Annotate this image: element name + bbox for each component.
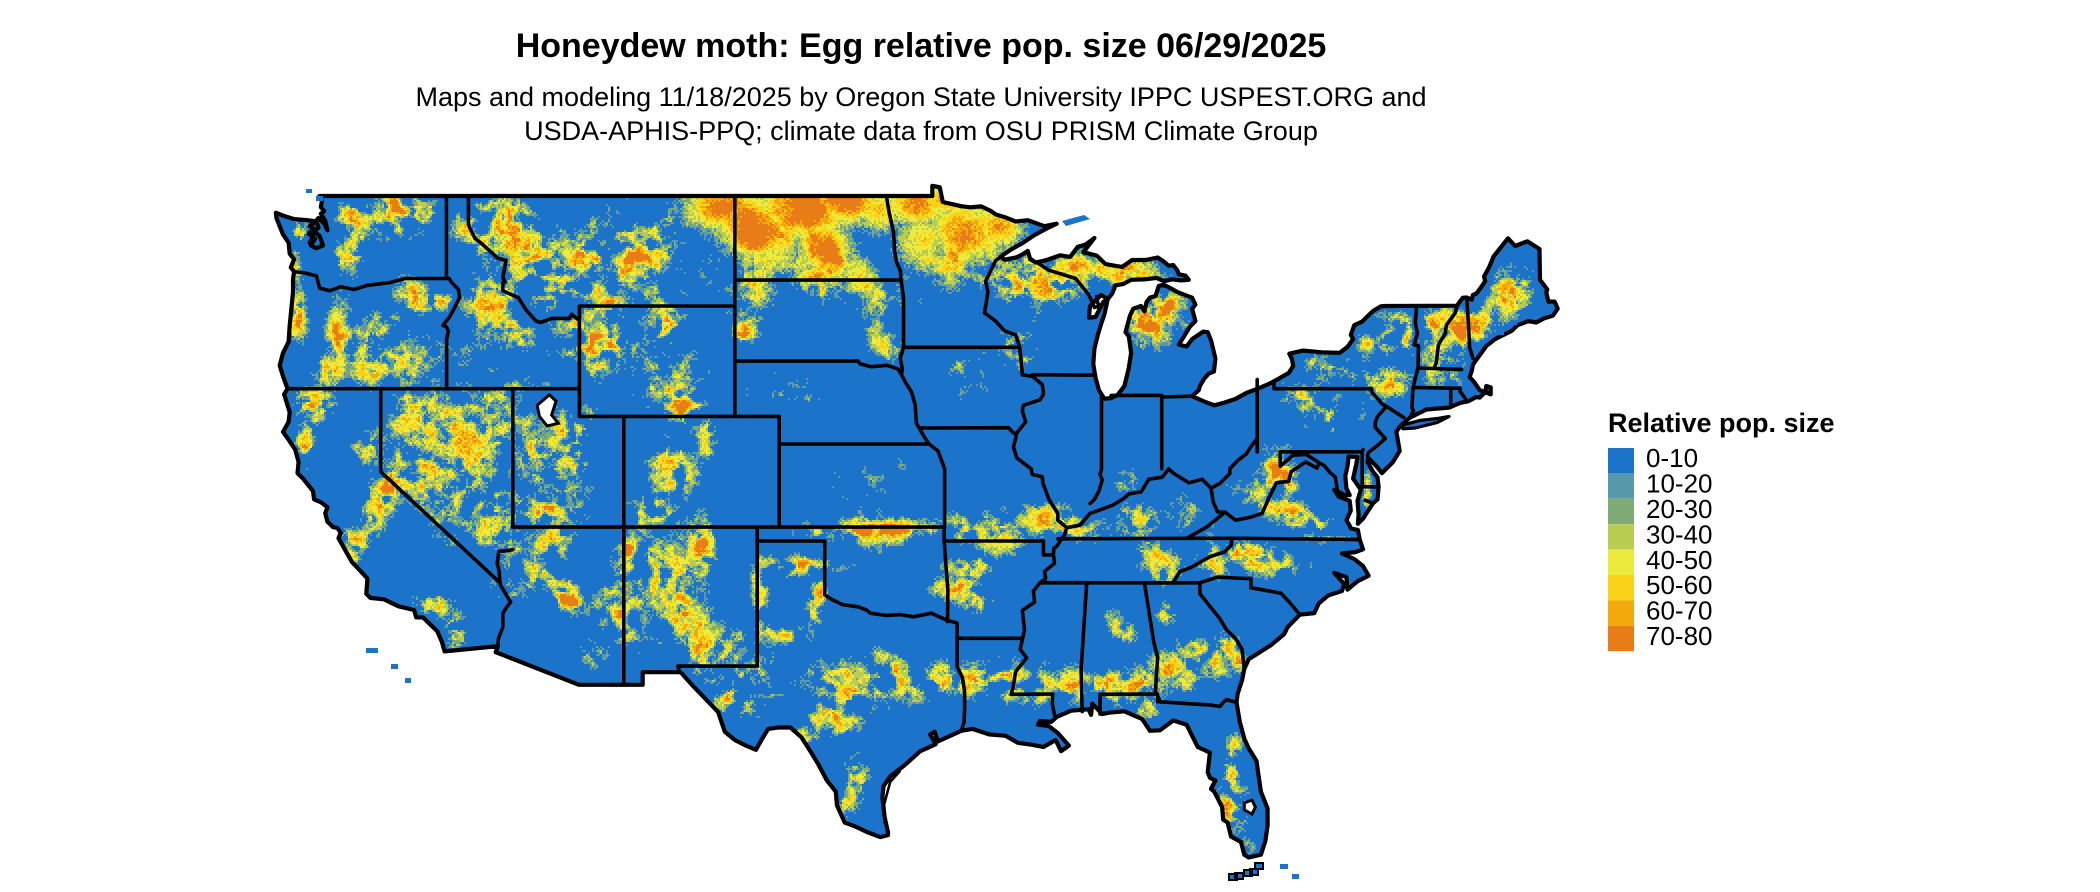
svg-text:USDA-APHIS-PPQ; climate data f: USDA-APHIS-PPQ; climate data from OSU PR… — [524, 116, 1318, 146]
svg-text:60-70: 60-70 — [1646, 596, 1713, 626]
svg-text:50-60: 50-60 — [1646, 570, 1713, 600]
svg-text:70-80: 70-80 — [1646, 621, 1713, 651]
svg-text:10-20: 10-20 — [1646, 469, 1713, 499]
svg-text:30-40: 30-40 — [1646, 519, 1713, 549]
svg-text:Relative pop. size: Relative pop. size — [1608, 408, 1835, 438]
svg-text:Honeydew moth: Egg relative po: Honeydew moth: Egg relative pop. size 06… — [516, 27, 1327, 65]
svg-text:0-10: 0-10 — [1646, 443, 1698, 473]
svg-text:Maps and modeling 11/18/2025 b: Maps and modeling 11/18/2025 by Oregon S… — [415, 82, 1426, 112]
svg-text:20-30: 20-30 — [1646, 494, 1713, 524]
svg-text:40-50: 40-50 — [1646, 545, 1713, 575]
